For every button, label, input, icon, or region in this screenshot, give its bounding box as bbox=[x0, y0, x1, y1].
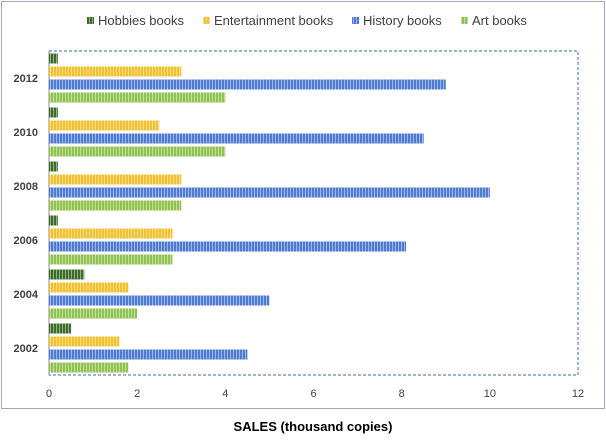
legend-swatch bbox=[352, 17, 359, 24]
bar bbox=[49, 187, 490, 198]
category-labels: 2012 2010 2008 2006 2004 2002 bbox=[14, 73, 39, 355]
bar bbox=[49, 336, 120, 347]
legend-swatch bbox=[87, 17, 94, 24]
legend-label: History books bbox=[363, 13, 442, 28]
x-tick-label: 0 bbox=[46, 388, 52, 400]
bar bbox=[49, 92, 226, 103]
bar bbox=[49, 161, 58, 172]
bar bbox=[49, 308, 138, 319]
category-label: 2004 bbox=[14, 289, 39, 301]
x-tick-label: 12 bbox=[572, 388, 584, 400]
bar bbox=[49, 269, 85, 280]
bar bbox=[49, 79, 446, 90]
x-tick-label: 10 bbox=[484, 388, 496, 400]
bar bbox=[49, 146, 226, 157]
bar bbox=[49, 282, 129, 293]
bar bbox=[49, 215, 58, 226]
category-label: 2008 bbox=[14, 181, 38, 193]
bar bbox=[49, 174, 182, 185]
category-label: 2012 bbox=[14, 73, 38, 85]
bar bbox=[49, 295, 270, 306]
x-tick-label: 2 bbox=[134, 388, 140, 400]
bar bbox=[49, 107, 58, 118]
bar bbox=[49, 53, 58, 64]
legend-swatch bbox=[203, 17, 210, 24]
legend-item: History books bbox=[352, 13, 442, 28]
x-tick-label: 8 bbox=[399, 388, 405, 400]
bar bbox=[49, 133, 424, 144]
legend-label: Art books bbox=[472, 13, 527, 28]
bar bbox=[49, 362, 129, 373]
bar bbox=[49, 200, 182, 211]
bar bbox=[49, 254, 173, 265]
x-axis-label: SALES (thousand copies) bbox=[234, 419, 393, 434]
category-label: 2006 bbox=[14, 235, 38, 247]
legend-label: Entertainment books bbox=[214, 13, 334, 28]
legend-item: Art books bbox=[461, 13, 527, 28]
bars bbox=[49, 53, 490, 373]
plot-area bbox=[48, 50, 579, 376]
legend: Hobbies books Entertainment books History … bbox=[87, 13, 527, 28]
bar bbox=[49, 241, 407, 252]
bar bbox=[49, 349, 248, 360]
legend-item: Entertainment books bbox=[203, 13, 334, 28]
bar bbox=[49, 120, 160, 131]
x-tick-labels: 0 2 4 6 8 10 12 bbox=[46, 388, 584, 400]
category-label: 2002 bbox=[14, 343, 38, 355]
bar bbox=[49, 323, 72, 334]
legend-label: Hobbies books bbox=[98, 13, 184, 28]
x-tick-label: 4 bbox=[222, 388, 228, 400]
legend-swatch bbox=[461, 17, 468, 24]
x-tick-label: 6 bbox=[310, 388, 316, 400]
bar bbox=[49, 228, 173, 239]
legend-item: Hobbies books bbox=[87, 13, 184, 28]
bar bbox=[49, 66, 182, 77]
category-label: 2010 bbox=[14, 127, 38, 139]
